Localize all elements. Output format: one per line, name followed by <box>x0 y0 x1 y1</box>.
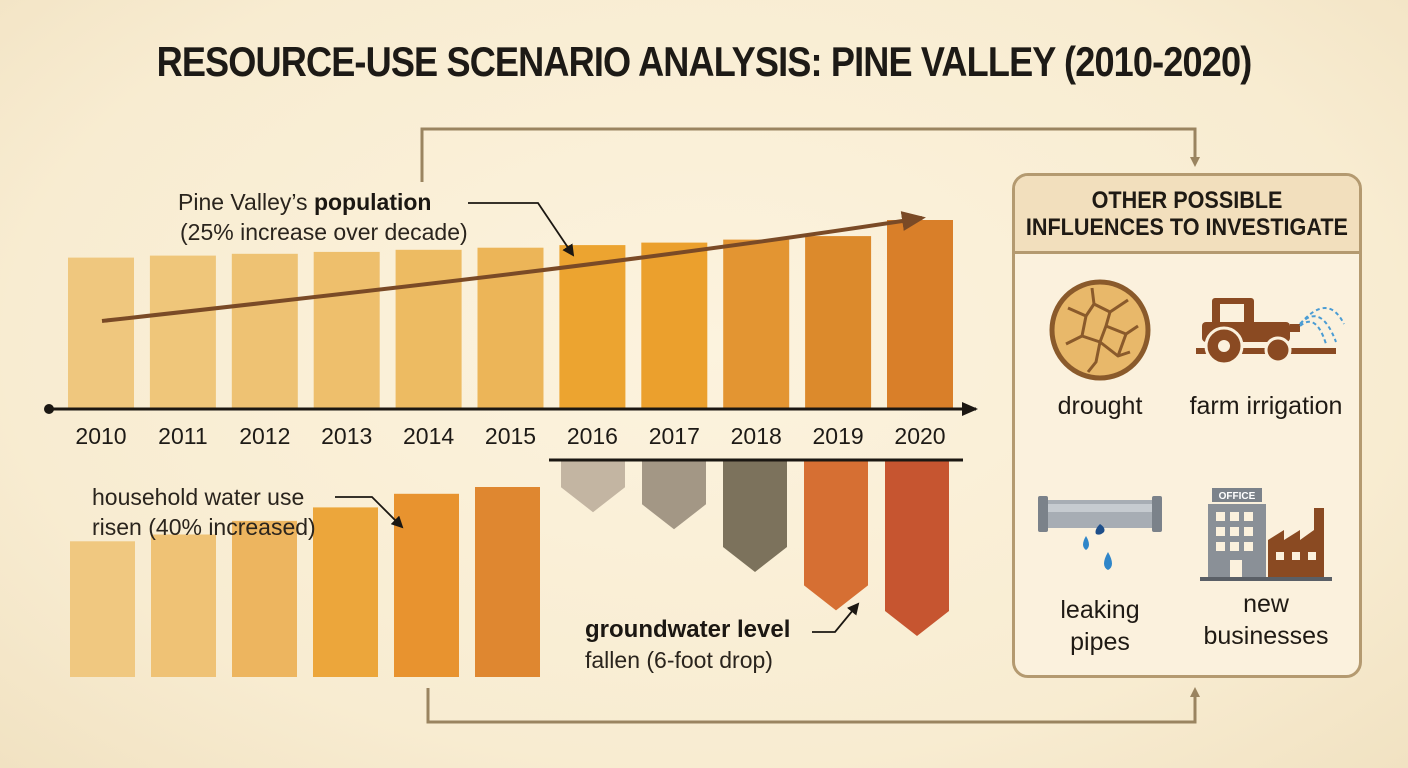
groundwater-bars <box>561 461 949 636</box>
population-annotation-sub: (25% increase over decade) <box>180 219 468 245</box>
flow-arrow-top <box>420 127 1200 182</box>
panel-heading-line2: INFLUENCES TO INVESTIGATE <box>1025 213 1349 241</box>
influence-new-businesses-label1: new <box>1243 590 1289 618</box>
influence-new-businesses: OFFICE new businesses <box>1181 482 1351 652</box>
influence-farm-irrigation-label: farm irrigation <box>1189 392 1343 420</box>
influence-drought-label: drought <box>1057 392 1143 420</box>
water-use-bar-2 <box>151 534 216 677</box>
population-trend-arrow <box>101 211 926 323</box>
water-use-bar-1 <box>70 541 135 677</box>
water-pointer <box>335 496 404 529</box>
year-label-2019: 2019 <box>813 423 864 449</box>
year-label-2016: 2016 <box>567 423 618 449</box>
influence-leaking-pipes: leaking pipes <box>1015 494 1185 658</box>
population-bar-2011 <box>149 255 216 408</box>
influence-drought: drought <box>1015 278 1185 422</box>
water-annotation: household water use risen (40% increased… <box>92 482 316 542</box>
water-use-bar-3 <box>232 520 297 677</box>
year-label-2012: 2012 <box>239 423 290 449</box>
groundwater-bar-2020 <box>885 461 949 636</box>
water-annotation-line1: household water use <box>92 484 305 510</box>
office-factory-icon: OFFICE <box>1200 488 1332 581</box>
influence-farm-irrigation: farm irrigation <box>1181 284 1351 422</box>
cracked-earth-icon <box>1049 279 1151 381</box>
year-label-2010: 2010 <box>75 423 126 449</box>
leaking-pipe-icon <box>1038 496 1162 570</box>
population-bar-2018 <box>723 239 790 408</box>
groundwater-pointer <box>812 602 860 633</box>
groundwater-annotation-line2: fallen (6-foot drop) <box>585 647 773 673</box>
groundwater-bar-2016 <box>561 461 625 513</box>
year-tick-labels: 2010 2011 2012 2013 2014 2015 2016 2017 2018 2019… <box>75 423 945 449</box>
year-label-2018: 2018 <box>731 423 782 449</box>
population-bar-2020 <box>887 220 953 408</box>
flow-arrow-bottom <box>426 687 1200 724</box>
population-annotation-prefix: Pine Valley’s <box>178 189 314 215</box>
year-label-2011: 2011 <box>158 423 207 449</box>
influence-new-businesses-label2: businesses <box>1203 622 1329 650</box>
population-bar-2013 <box>313 251 380 408</box>
population-annotation-bold: population <box>313 189 432 215</box>
population-bar-2017 <box>641 242 708 408</box>
water-use-bar-5 <box>394 493 459 677</box>
population-bar-2012 <box>231 253 298 408</box>
population-annotation: Pine Valley’s population (25% increase o… <box>178 187 468 247</box>
year-label-2017: 2017 <box>649 423 700 449</box>
population-bar-2014 <box>395 249 462 408</box>
influences-panel: OTHER POSSIBLE INFLUENCES TO INVESTIGATE… <box>1012 173 1362 678</box>
water-use-bars <box>70 487 540 677</box>
groundwater-bar-2019 <box>804 461 868 611</box>
year-label-2015: 2015 <box>485 423 536 449</box>
influence-leaking-pipes-label1: leaking <box>1060 596 1140 624</box>
influence-leaking-pipes-label2: pipes <box>1070 628 1130 656</box>
population-bars <box>68 220 953 408</box>
groundwater-annotation-bold: groundwater level <box>585 616 791 643</box>
tractor-irrigation-icon <box>1196 298 1345 366</box>
year-label-2020: 2020 <box>894 423 945 449</box>
water-use-bar-6 <box>475 487 540 677</box>
population-pointer <box>468 202 575 257</box>
population-bar-2019 <box>805 236 872 408</box>
population-bar-2010 <box>68 257 134 408</box>
panel-heading: OTHER POSSIBLE INFLUENCES TO INVESTIGATE <box>1015 176 1359 254</box>
office-sign-text: OFFICE <box>1219 491 1256 502</box>
water-use-bar-4 <box>313 507 378 677</box>
year-label-2014: 2014 <box>403 423 454 449</box>
groundwater-bar-2018 <box>723 461 787 572</box>
page-title: RESOURCE-USE SCENARIO ANALYSIS: PINE VAL… <box>156 38 1253 85</box>
year-label-2013: 2013 <box>321 423 372 449</box>
groundwater-bar-2017 <box>642 461 706 530</box>
water-annotation-line2: risen (40% increased) <box>92 514 316 540</box>
groundwater-annotation: groundwater level fallen (6-foot drop) <box>585 614 790 675</box>
panel-heading-line1: OTHER POSSIBLE <box>1091 186 1283 214</box>
population-bar-2016 <box>559 245 626 408</box>
